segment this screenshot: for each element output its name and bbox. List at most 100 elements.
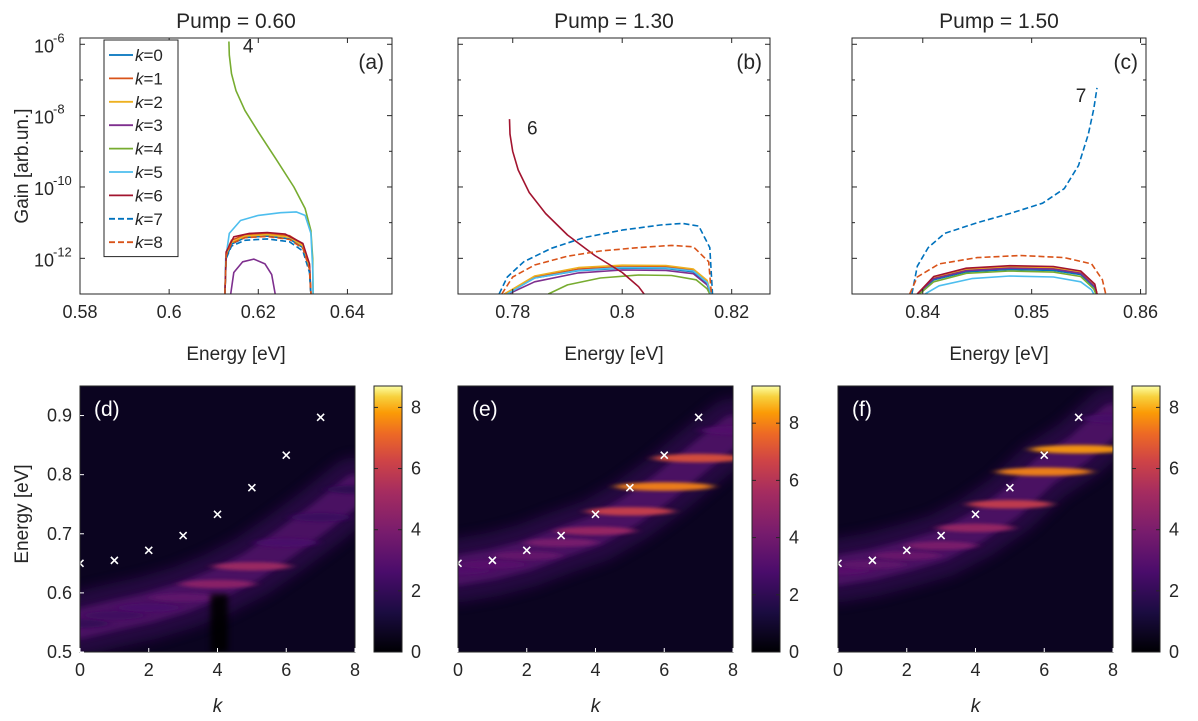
mode-marker [1005,483,1014,492]
heatmap-panels: (d) 0 2 4 6 8 k 0.5 0.6 0.7 0.8 0.9 Energy [eV] 0 2 4 6 8… [12,385,1179,717]
series-line-k6 [916,264,1098,294]
mode-marker [522,546,531,555]
x-tick-label: 8 [1108,660,1118,680]
band-peak [615,482,714,491]
colorbar: 0 2 4 6 8 [1131,385,1179,662]
series-line-k5 [924,275,1095,294]
colorbar-tick-label: 8 [1169,397,1179,417]
legend-entry-value: =0 [144,46,163,65]
y-tick-label: 0.5 [47,642,72,662]
x-tick-label: 0.85 [1014,302,1049,322]
axes-box [79,37,393,295]
x-tick-label: 8 [350,660,360,680]
series-line-k6 [508,119,645,294]
band-peak [652,453,733,463]
mode-marker [971,510,980,519]
gain-panel-c: Pump = 1.50 0.84 0.85 0.86 Energy [eV] (c) 7 [851,10,1158,365]
band-peak [872,551,941,560]
band-peak [291,513,351,522]
colorbar: 0 2 4 6 8 [751,385,799,662]
mode-marker [902,546,911,555]
y-tick-exponent: -6 [53,30,65,45]
heatmap-image [458,386,733,652]
gain-panels: Pump = 0.600.58 0.6 0.62 0.6410-1210-1010-8… [12,10,1158,365]
colorbar-gradient [751,385,781,653]
colorbar-gradient [373,385,403,653]
x-tick-label: 4 [970,660,980,680]
legend-entry-var: k [135,140,145,159]
legend-entry-value: =6 [144,186,163,205]
legend-entry: k=3 [135,116,163,135]
y-tick-label: 0.9 [47,406,72,426]
x-tick-label: 4 [590,660,600,680]
x-axis-label: Energy [eV] [949,344,1048,365]
colorbar-tick-label: 8 [789,413,799,433]
band-peak [839,560,906,569]
mode-marker [247,483,256,492]
colorbar-tick-label: 6 [411,459,421,479]
panel-label: (c) [1114,51,1139,74]
legend-entry: k=0 [135,46,163,65]
series-line-k7 [498,222,714,294]
y-tick-label: 0.8 [47,465,72,485]
curve-annotation: 7 [1076,86,1087,107]
mode-marker [557,531,566,540]
x-tick-label: 0.8 [610,302,635,322]
colorbar-tick-label: 4 [411,520,421,540]
mode-marker [213,510,222,519]
band-peak [80,619,109,628]
x-tick-label: 2 [902,660,912,680]
x-axis-label: k [591,696,602,717]
y-tick-label: 10 [34,36,54,56]
x-axis-label: k [971,696,982,717]
panel-label: (e) [472,398,498,421]
colorbar-tick-label: 2 [1169,581,1179,601]
panel-title: Pump = 1.50 [939,10,1059,33]
mode-marker [110,556,119,565]
legend-entry-var: k [135,210,145,229]
legend-entry-value: =8 [144,233,163,252]
x-axis-label: Energy [eV] [564,344,663,365]
series-line-k7 [911,87,1098,294]
series-line-k5 [224,211,314,294]
band-peak [1030,445,1113,454]
x-tick-label: 0 [453,660,463,680]
axes-box [851,37,1147,295]
y-tick-label: 0.6 [47,583,72,603]
panel-label: (b) [736,51,762,74]
series-line-k4 [228,41,314,294]
mode-marker [282,451,291,460]
band-peak [84,611,145,620]
y-tick-label: 10 [34,250,54,270]
legend-entry: k=1 [135,69,163,88]
band-peak [459,560,526,569]
band-peak [905,541,977,550]
panel-label: (d) [94,398,120,421]
mode-marker [1074,413,1083,422]
band-peak [326,485,355,494]
colorbar-tick-label: 2 [411,581,421,601]
legend-entry-value: =4 [144,140,163,159]
band-peak [150,593,217,602]
mode-marker [488,556,497,565]
mode-marker [591,510,600,519]
y-tick-label: 0.7 [47,524,72,544]
colorbar-tick-label: 0 [1169,642,1179,662]
band-peak [212,562,291,571]
x-tick-label: 4 [212,660,222,680]
x-tick-label: 2 [522,660,532,680]
colorbar-tick-label: 4 [789,528,799,548]
heatmap-panel-f: (f) 0 2 4 6 8 k 0 2 4 6 8 [833,385,1179,717]
colorbar-tick-label: 8 [411,397,421,417]
colorbar-tick-label: 0 [789,642,799,662]
legend: k=0k=1k=2k=3k=4k=5k=6k=7k=8 [103,39,179,258]
band-peak [700,426,733,435]
dark-region [210,594,228,652]
legend-entry: k=2 [135,93,163,112]
colorbar-tick-label: 4 [1169,520,1179,540]
legend-entry-var: k [135,46,145,65]
legend-entry-var: k [135,186,145,205]
heatmap-image [80,386,355,652]
band-peak [117,603,180,612]
series-line-k8 [224,235,312,294]
